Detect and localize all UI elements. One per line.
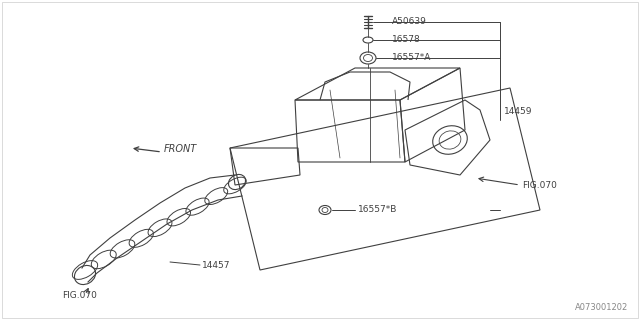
- Text: 14459: 14459: [504, 108, 532, 116]
- Text: FIG.070: FIG.070: [522, 180, 557, 189]
- Text: 14457: 14457: [202, 260, 230, 269]
- Text: FIG.070: FIG.070: [62, 292, 97, 300]
- Text: 16557*B: 16557*B: [358, 205, 397, 214]
- Text: A073001202: A073001202: [575, 303, 628, 312]
- Text: A50639: A50639: [392, 18, 427, 27]
- Text: 16557*A: 16557*A: [392, 53, 431, 62]
- Text: 16578: 16578: [392, 36, 420, 44]
- Text: FRONT: FRONT: [164, 144, 197, 154]
